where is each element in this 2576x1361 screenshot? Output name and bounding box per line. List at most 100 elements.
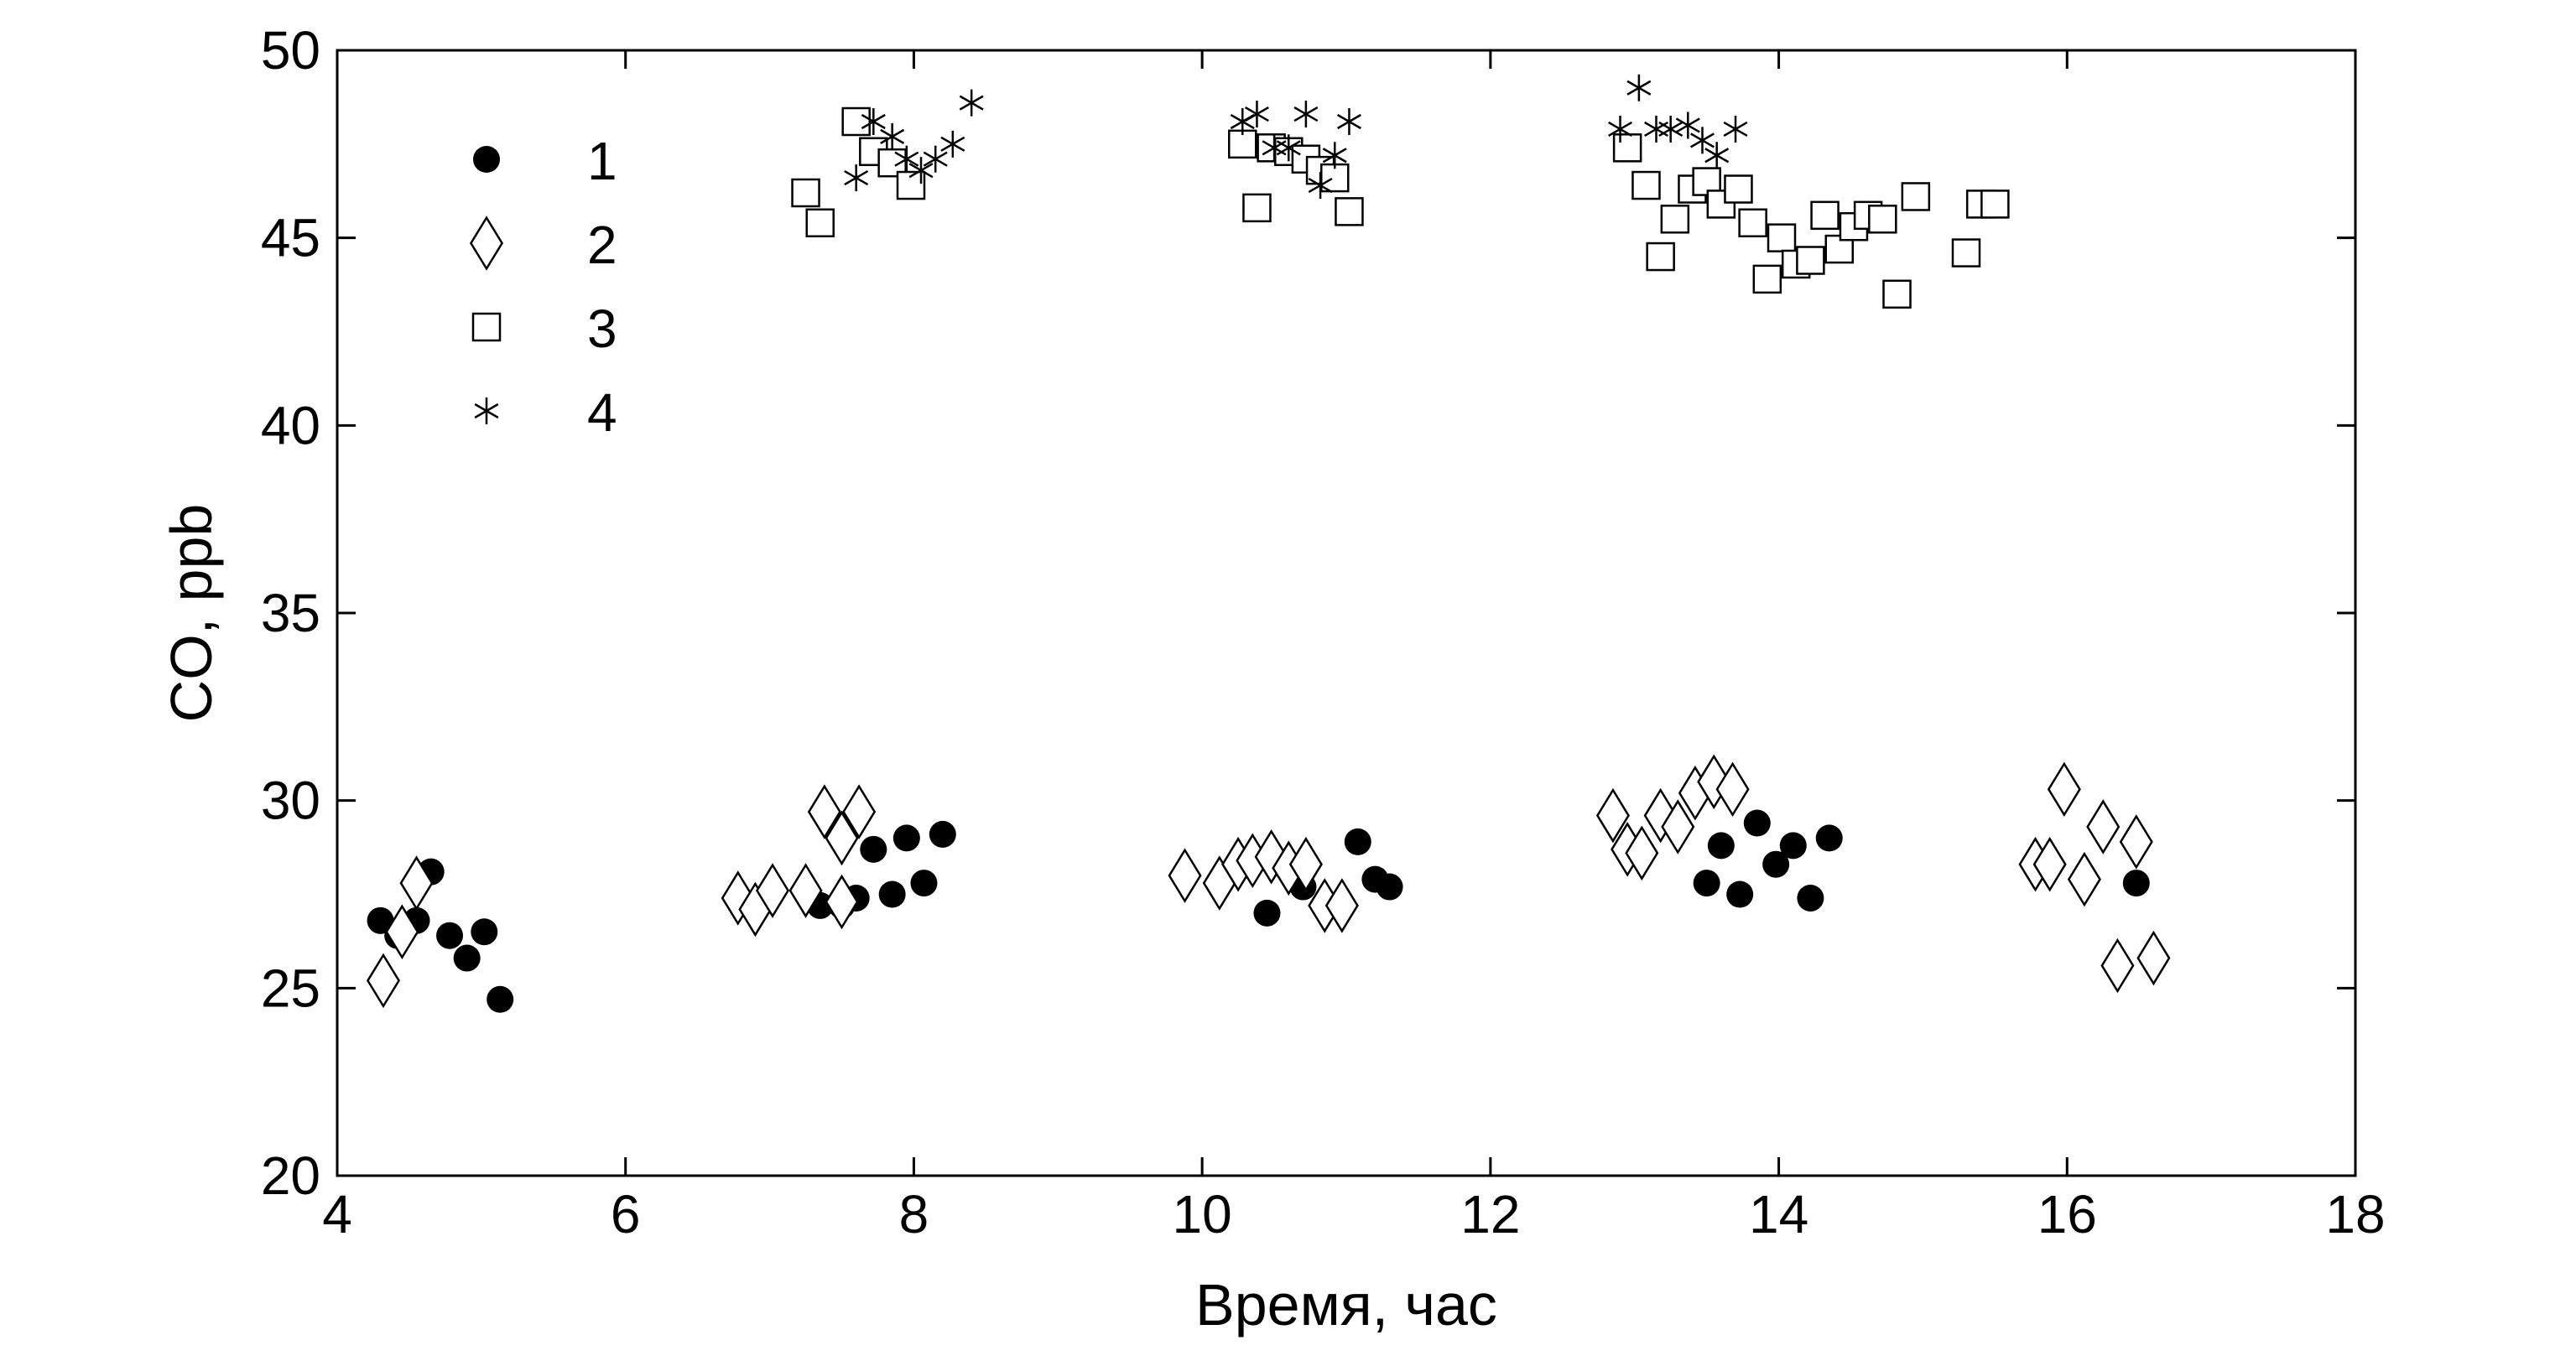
point-series-2 xyxy=(788,863,823,918)
point-series-1 xyxy=(860,835,887,863)
x-tick-label: 10 xyxy=(1173,1184,1232,1244)
series-2 xyxy=(366,754,2171,1009)
point-series-4 xyxy=(1690,127,1715,154)
point-series-3 xyxy=(1810,200,1840,231)
point-series-1 xyxy=(2122,870,2150,897)
point-series-1 xyxy=(1344,828,1371,855)
x-tick-label: 18 xyxy=(2325,1184,2385,1244)
y-tick-label: 30 xyxy=(261,771,320,831)
point-series-4 xyxy=(1723,115,1748,143)
y-axis: 20 25 30 35 40 45 50 xyxy=(261,20,2355,1206)
point-series-2 xyxy=(1254,829,1288,885)
point-series-3 xyxy=(1796,246,1825,275)
point-series-2 xyxy=(807,784,841,839)
point-series-2 xyxy=(1168,848,1202,903)
point-series-3 xyxy=(1868,205,1897,234)
point-series-1 xyxy=(1762,850,1790,878)
point-series-3 xyxy=(1612,133,1642,163)
point-series-4 xyxy=(1675,112,1700,139)
legend-label: 1 xyxy=(587,131,617,191)
point-series-4 xyxy=(1293,101,1319,128)
point-series-2 xyxy=(1715,761,1750,818)
x-tick-label: 16 xyxy=(2037,1184,2097,1244)
point-series-3 xyxy=(1320,163,1350,193)
x-tick-label: 4 xyxy=(322,1184,352,1244)
point-series-4 xyxy=(1244,101,1269,128)
point-series-3 xyxy=(1882,279,1912,309)
x-tick-label: 14 xyxy=(1749,1184,1808,1244)
point-series-2 xyxy=(2086,799,2121,855)
point-series-4 xyxy=(1322,142,1347,169)
y-tick-label: 25 xyxy=(261,958,320,1018)
data-points xyxy=(366,74,2171,1013)
point-series-2 xyxy=(842,784,877,839)
point-series-1 xyxy=(910,870,938,897)
point-series-2 xyxy=(1595,787,1630,844)
x-tick-label: 6 xyxy=(611,1184,641,1244)
y-tick-label: 40 xyxy=(261,395,320,455)
point-series-3 xyxy=(1646,242,1675,272)
point-series-3 xyxy=(1752,264,1782,294)
point-series-4 xyxy=(1308,172,1333,200)
point-series-4 xyxy=(861,107,886,135)
point-series-3 xyxy=(1767,223,1797,252)
point-series-1 xyxy=(453,944,481,972)
point-series-4 xyxy=(894,145,919,173)
point-series-1 xyxy=(892,824,920,852)
point-series-1 xyxy=(1707,832,1735,860)
legend-label: 2 xyxy=(587,215,617,275)
point-series-2 xyxy=(1625,825,1659,881)
point-series-2 xyxy=(1661,799,1695,855)
point-series-4 xyxy=(844,164,869,192)
point-series-4 xyxy=(1276,134,1301,162)
point-series-4 xyxy=(880,122,905,150)
y-tick-label: 45 xyxy=(261,208,320,268)
point-series-4 xyxy=(1658,115,1684,143)
point-series-3 xyxy=(791,178,820,208)
point-series-4 xyxy=(1626,74,1652,101)
point-series-3 xyxy=(1738,208,1767,238)
legend-marker-3 xyxy=(471,312,502,342)
point-series-4 xyxy=(908,157,934,184)
point-series-3 xyxy=(841,106,871,137)
point-series-4 xyxy=(959,89,984,117)
point-series-1 xyxy=(1815,824,1843,852)
point-series-2 xyxy=(2032,836,2067,892)
point-series-4 xyxy=(1644,115,1668,143)
point-series-3 xyxy=(1951,238,1981,268)
point-series-2 xyxy=(2100,938,2135,994)
point-series-2 xyxy=(2119,814,2153,870)
y-axis-label: CO, ppb xyxy=(159,504,224,723)
point-series-3 xyxy=(1706,190,1736,219)
series-3 xyxy=(791,106,2010,309)
point-series-1 xyxy=(487,985,514,1013)
y-tick-label: 20 xyxy=(261,1145,320,1206)
point-series-4 xyxy=(940,130,965,158)
point-series-1 xyxy=(1797,884,1824,912)
legend-marker-4 xyxy=(474,397,499,424)
point-series-2 xyxy=(2067,851,2101,907)
x-tick-label: 12 xyxy=(1460,1184,1520,1244)
point-series-2 xyxy=(825,874,859,930)
point-series-1 xyxy=(436,922,464,949)
point-series-3 xyxy=(1631,170,1661,200)
point-series-1 xyxy=(1743,809,1771,837)
point-series-4 xyxy=(1608,115,1633,143)
x-axis: 4 6 8 10 12 14 16 18 xyxy=(322,50,2386,1244)
legend-marker-1 xyxy=(473,146,500,173)
point-series-2 xyxy=(1288,836,1323,892)
point-series-1 xyxy=(367,906,394,934)
point-series-1 xyxy=(1726,880,1754,908)
point-series-2 xyxy=(2047,761,2081,818)
point-series-3 xyxy=(1980,190,2010,219)
point-series-3 xyxy=(805,208,835,238)
legend-label: 4 xyxy=(587,382,617,443)
point-series-2 xyxy=(825,810,859,866)
point-series-2 xyxy=(399,855,434,911)
point-series-1 xyxy=(1376,873,1403,901)
point-series-2 xyxy=(2136,930,2171,986)
point-series-1 xyxy=(1779,832,1807,860)
legend: 1 2 3 4 xyxy=(469,131,617,443)
point-series-4 xyxy=(923,145,948,173)
